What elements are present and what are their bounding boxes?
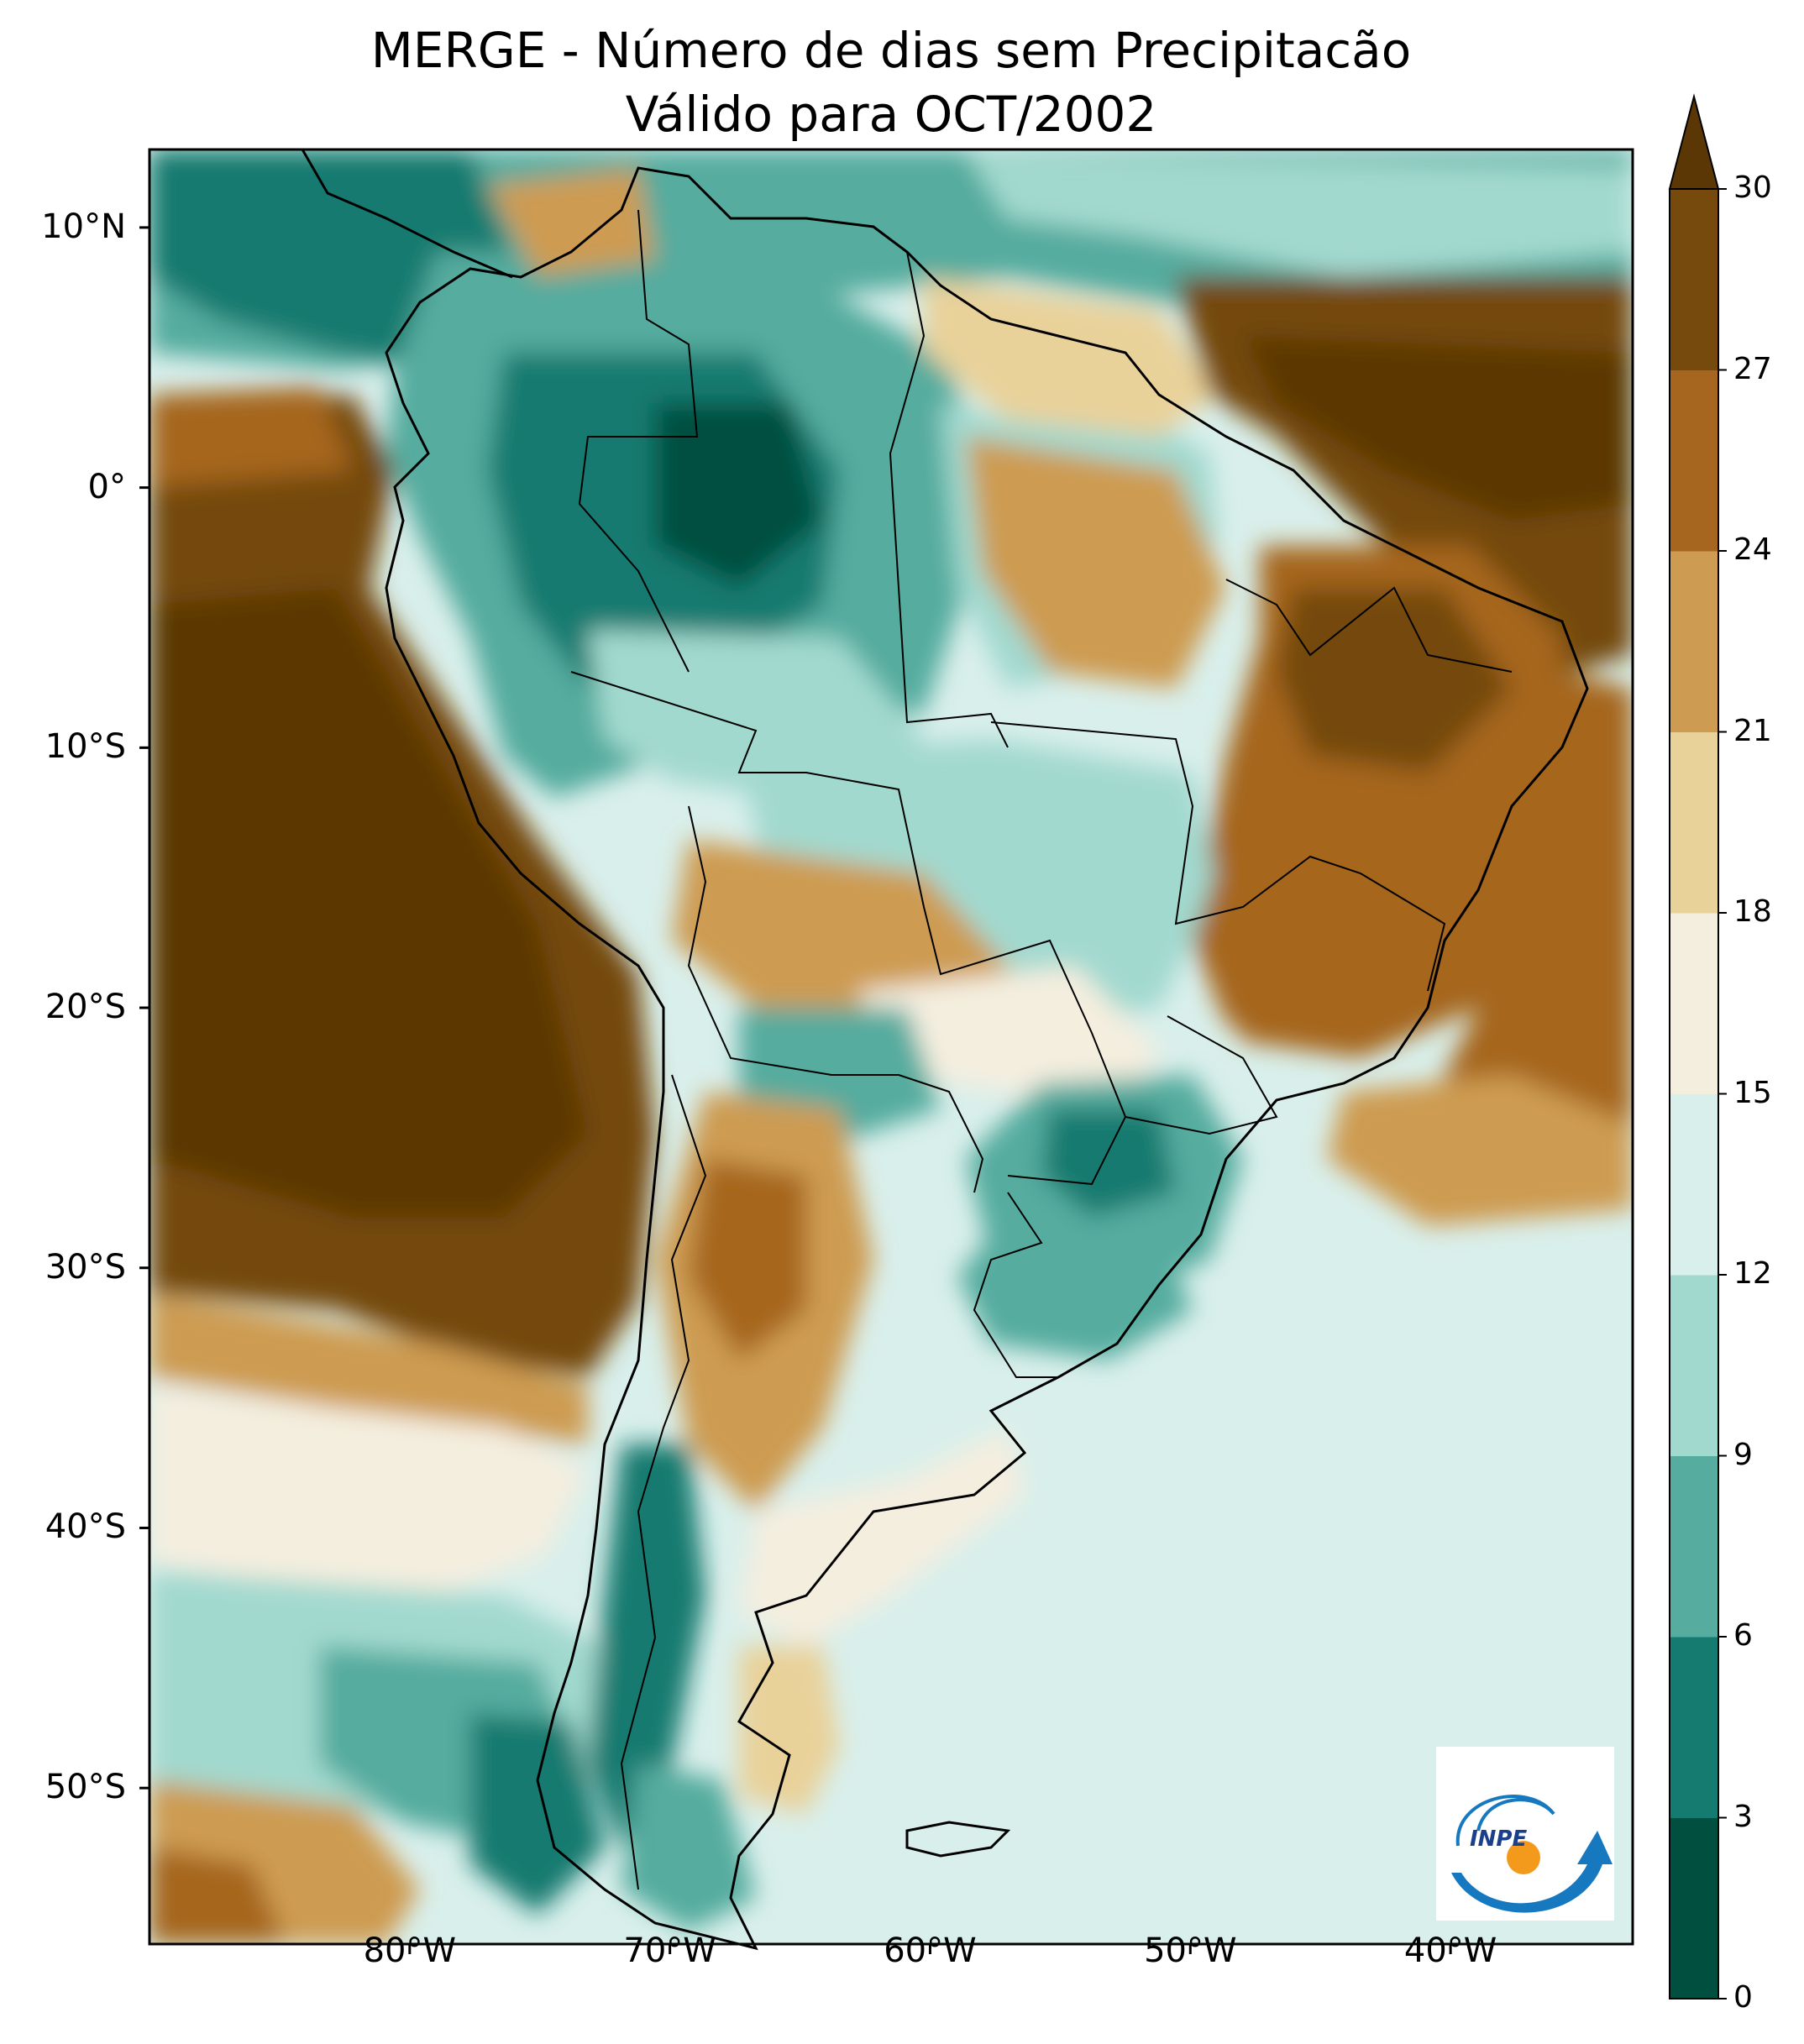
lat-tick-label: 10°S xyxy=(45,727,126,767)
colorbar-tick-label: 21 xyxy=(1733,713,1772,748)
colorbar-segment xyxy=(1670,1817,1718,1999)
colorbar-tick-label: 27 xyxy=(1733,351,1772,386)
colorbar-segment xyxy=(1670,913,1718,1094)
lat-tick-label: 40°S xyxy=(45,1507,126,1547)
colorbar-segment xyxy=(1670,551,1718,732)
falklands-outline xyxy=(905,1821,1011,1858)
title-line-1: MERGE - Número de dias sem Precipitacão xyxy=(370,22,1412,79)
map-frame xyxy=(148,148,1634,1946)
border-chile-argentina xyxy=(620,1074,707,1890)
colorbar-segment xyxy=(1670,1093,1718,1276)
colorbar-tick-label: 24 xyxy=(1733,532,1772,567)
map-field xyxy=(149,149,1633,1944)
border-brazil-ne xyxy=(1225,579,1513,673)
colorbar-segment xyxy=(1670,369,1718,552)
coastline xyxy=(301,149,1589,1951)
colorbar-tick-label: 12 xyxy=(1733,1256,1772,1291)
border-venezuela xyxy=(889,251,1009,748)
map-title: MERGE - Número de dias sem Precipitacão … xyxy=(149,18,1633,146)
border-brazil-west xyxy=(570,671,1127,1186)
colorbar-segment xyxy=(1670,1637,1718,1818)
colorbar-tick-label: 9 xyxy=(1733,1437,1753,1472)
inpe-logo-graphic: INPE xyxy=(1451,1795,1613,1913)
lon-tick-label: 40°W xyxy=(1403,1931,1497,1970)
lat-tick-label: 50°S xyxy=(45,1768,126,1807)
inpe-logo-text: INPE xyxy=(1470,1826,1527,1852)
colorbar-tick-label: 6 xyxy=(1733,1618,1753,1653)
colorbar-segment xyxy=(1670,1455,1718,1638)
colorbar-tick-label: 18 xyxy=(1733,894,1772,929)
colorbar-segment xyxy=(1670,731,1718,914)
border-brazil-se xyxy=(1125,1015,1278,1135)
south-america-outline xyxy=(385,166,1589,1951)
lat-tick-label: 10°N xyxy=(41,207,126,246)
lat-tick-label: 20°S xyxy=(45,988,126,1027)
precip-regions xyxy=(149,149,1633,1944)
lon-tick-label: 70°W xyxy=(623,1931,716,1970)
colorbar-extend-arrow xyxy=(1668,93,1720,190)
longitude-ticks xyxy=(408,1944,1452,1954)
lon-tick-label: 80°W xyxy=(363,1931,457,1970)
colorbar-tick-label: 0 xyxy=(1733,1980,1753,2015)
lat-tick-label: 30°S xyxy=(45,1247,126,1287)
border-colombia xyxy=(578,209,699,673)
colorbar-tick-label: 15 xyxy=(1733,1075,1772,1110)
central-america-outline xyxy=(301,149,513,279)
border-uruguay xyxy=(973,1192,1058,1378)
lon-tick-label: 60°W xyxy=(884,1931,977,1970)
border-bolivia xyxy=(687,805,984,1193)
country-borders xyxy=(570,209,1513,1890)
lat-tick-label: 0° xyxy=(87,467,126,506)
latitude-ticks xyxy=(139,226,149,1790)
colorbar-segment xyxy=(1670,1275,1718,1456)
inpe-logo: INPE xyxy=(1436,1747,1614,1921)
border-brazil-states xyxy=(990,721,1446,992)
colorbar-tick-label: 30 xyxy=(1733,170,1772,205)
lon-tick-label: 50°W xyxy=(1144,1931,1237,1970)
colorbar-tick-label: 3 xyxy=(1733,1799,1753,1834)
colorbar-segment xyxy=(1670,189,1718,370)
title-line-2: Válido para OCT/2002 xyxy=(625,86,1157,143)
colorbar xyxy=(1668,93,1727,1999)
